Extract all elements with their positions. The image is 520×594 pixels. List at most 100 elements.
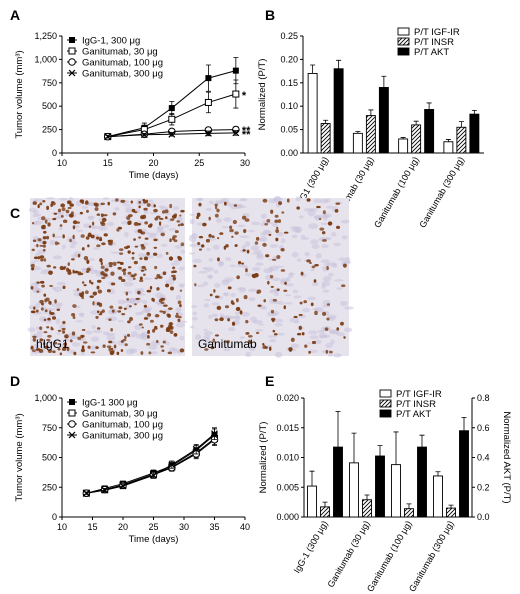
stained-nucleus [230, 300, 234, 305]
tissue-fiber [324, 198, 331, 203]
tissue-fiber [239, 235, 250, 239]
error-bar [335, 410, 341, 448]
tissue-fiber [148, 344, 158, 350]
stained-nucleus [300, 271, 304, 276]
stained-nucleus [91, 221, 95, 226]
stained-nucleus [256, 291, 260, 294]
stained-nucleus [32, 337, 36, 342]
tissue-fiber [208, 274, 213, 279]
stained-nucleus [313, 279, 317, 283]
stained-nucleus [96, 285, 100, 290]
tissue-fiber [268, 222, 278, 225]
stained-nucleus [100, 265, 105, 269]
stained-nucleus [310, 302, 314, 307]
stained-nucleus [324, 327, 329, 331]
stained-nucleus [43, 230, 47, 234]
stained-nucleus [80, 348, 86, 353]
tissue-fiber [124, 231, 129, 238]
stained-nucleus [96, 327, 101, 330]
stained-nucleus [71, 258, 75, 261]
stained-nucleus [127, 320, 131, 324]
stained-nucleus [60, 203, 66, 208]
stained-nucleus [275, 229, 280, 233]
stained-nucleus [133, 221, 139, 226]
x-tick-label: 25 [194, 158, 204, 168]
stained-nucleus [44, 309, 48, 312]
stained-nucleus [248, 340, 252, 345]
stained-nucleus [137, 290, 141, 295]
tissue-fiber [211, 302, 220, 306]
stained-nucleus [49, 311, 55, 315]
stained-nucleus [319, 227, 325, 231]
stained-nucleus [257, 304, 262, 307]
stained-nucleus [80, 234, 85, 238]
stained-nucleus [236, 275, 240, 280]
panel-letter-a: A [10, 7, 20, 23]
stained-nucleus [227, 286, 232, 290]
stained-nucleus [30, 285, 34, 290]
stained-nucleus [163, 304, 168, 307]
tissue-fiber [175, 322, 185, 328]
tissue-fiber [189, 218, 195, 225]
tissue-fiber [189, 213, 195, 216]
stained-nucleus [47, 317, 51, 321]
stained-nucleus [43, 293, 47, 297]
stained-nucleus [46, 264, 51, 268]
tissue-fiber [31, 287, 41, 292]
stained-nucleus [85, 270, 90, 273]
tissue-fiber [244, 272, 253, 277]
stained-nucleus [318, 218, 322, 221]
error-bar [413, 120, 419, 125]
tissue-fiber [197, 284, 205, 288]
stained-nucleus [160, 301, 165, 305]
stained-nucleus [98, 313, 102, 316]
stained-nucleus [116, 228, 120, 232]
stained-nucleus [147, 330, 151, 335]
tissue-fiber [140, 332, 145, 338]
tissue-fiber [258, 323, 265, 326]
tissue-fiber [51, 303, 56, 307]
stained-nucleus [52, 233, 55, 238]
stained-nucleus [42, 248, 46, 252]
tissue-fiber [251, 221, 261, 226]
stained-nucleus [37, 204, 40, 209]
stained-nucleus [179, 304, 182, 308]
error-bar [309, 470, 315, 487]
stained-nucleus [254, 241, 259, 245]
stained-nucleus [264, 222, 269, 226]
tissue-fiber [175, 294, 182, 300]
error-bar [351, 432, 357, 463]
stained-nucleus [35, 309, 39, 313]
tissue-fiber [168, 228, 177, 231]
tissue-fiber [267, 335, 278, 338]
stained-nucleus [140, 215, 145, 220]
x-tick-label: 30 [240, 158, 250, 168]
tissue-fiber [297, 258, 302, 262]
stained-nucleus [123, 271, 126, 276]
tissue-fiber [174, 245, 182, 249]
y-tick-label: 0.020 [276, 393, 299, 403]
bar [307, 72, 318, 154]
panel-letter-b: B [265, 7, 275, 23]
stained-nucleus [63, 342, 68, 346]
stained-nucleus [62, 234, 65, 239]
stained-nucleus [118, 248, 124, 252]
legend-marker [68, 58, 76, 66]
tissue-fiber [278, 245, 284, 249]
data-point [192, 445, 200, 453]
legend-swatch [379, 389, 392, 398]
stained-nucleus [42, 240, 47, 245]
tissue-fiber [61, 244, 66, 250]
stained-nucleus [33, 306, 36, 310]
stained-nucleus [233, 204, 238, 207]
tissue-fiber [191, 317, 198, 321]
tissue-fiber [195, 334, 202, 340]
tissue-fiber [55, 318, 61, 325]
tissue-fiber [323, 334, 331, 338]
stained-nucleus [45, 345, 49, 349]
tissue-fiber [310, 239, 319, 245]
stained-nucleus [204, 348, 209, 351]
stained-nucleus [30, 263, 35, 268]
stained-nucleus [196, 212, 201, 217]
stained-nucleus [209, 293, 213, 297]
